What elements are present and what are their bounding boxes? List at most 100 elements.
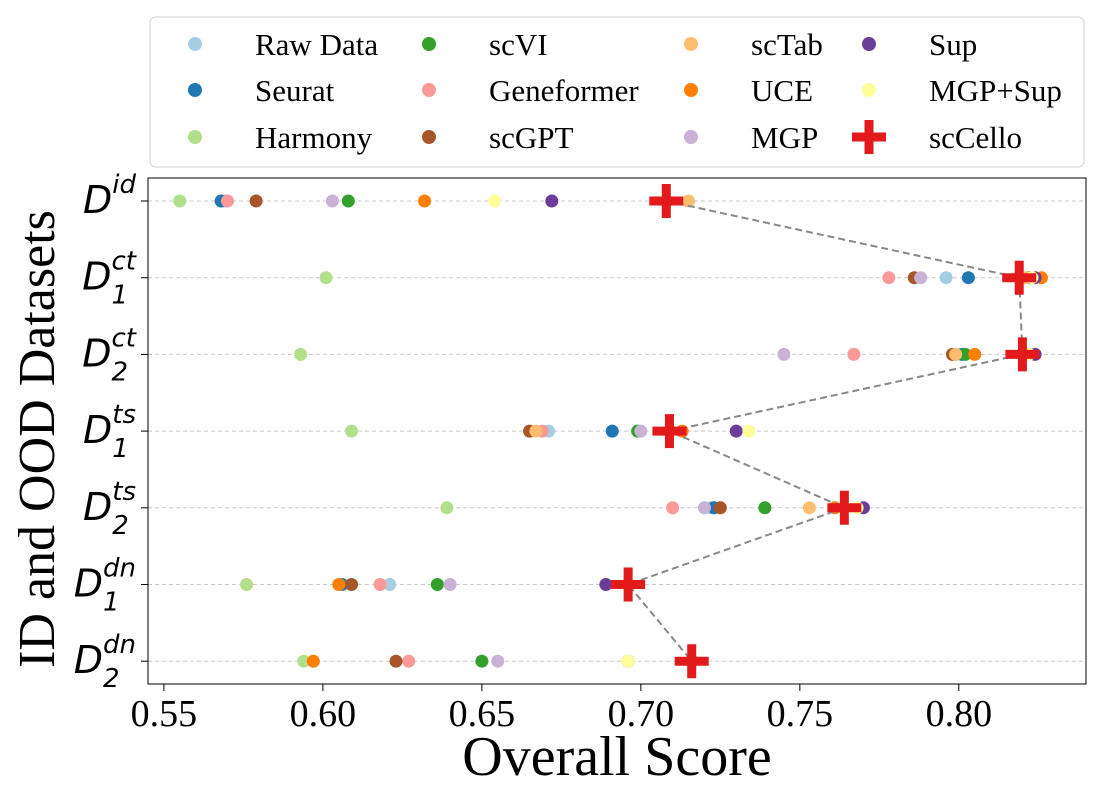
legend-item-uce: UCE bbox=[684, 73, 813, 108]
series-geneformer bbox=[220, 194, 896, 668]
y-tick-label-base: D bbox=[83, 485, 112, 529]
y-tick-label-sub: 2 bbox=[112, 511, 129, 541]
y-tick-label: Did bbox=[83, 170, 136, 222]
legend-item-geneformer: Geneformer bbox=[422, 73, 639, 108]
point-harmony bbox=[297, 654, 311, 668]
point-scgpt bbox=[389, 654, 403, 668]
point-mgp bbox=[325, 194, 339, 208]
point-scgpt bbox=[344, 578, 358, 591]
y-tick-label: Dts 2 bbox=[83, 477, 136, 541]
y-tick-label-sub: 1 bbox=[112, 281, 129, 311]
legend-item-sup: Sup bbox=[862, 27, 977, 62]
y-tick-label-sub: 1 bbox=[103, 588, 120, 618]
legend-label: MGP+Sup bbox=[929, 73, 1062, 108]
legend-label: scVI bbox=[489, 27, 548, 62]
point-uce bbox=[332, 578, 346, 591]
y-tick-label-base: D bbox=[74, 638, 103, 682]
point-sccello bbox=[1005, 337, 1040, 372]
y-tick-label-sup: ts bbox=[112, 477, 136, 507]
y-tick-label: Dts 1 bbox=[83, 400, 136, 464]
point-sccello bbox=[652, 414, 687, 449]
legend-marker bbox=[684, 83, 698, 97]
point-sccello bbox=[1002, 260, 1037, 295]
point-mgp bbox=[697, 501, 711, 515]
legend-label: MGP bbox=[751, 120, 818, 155]
legend-label: Raw Data bbox=[255, 27, 378, 62]
plot-marks bbox=[173, 184, 1048, 679]
point-sctab bbox=[682, 194, 696, 208]
y-tick-label: Dct 1 bbox=[82, 247, 137, 311]
legend-marker bbox=[422, 37, 436, 51]
point-harmony bbox=[294, 347, 308, 361]
x-tick-label: 0.75 bbox=[767, 693, 834, 735]
legend-box bbox=[149, 16, 1085, 168]
point-geneformer bbox=[847, 347, 861, 361]
legend-marker bbox=[862, 83, 876, 97]
legend-marker bbox=[862, 37, 876, 51]
point-harmony bbox=[440, 501, 454, 515]
legend-item-sccello: scCello bbox=[852, 120, 1022, 155]
x-tick-label: 0.60 bbox=[290, 693, 357, 735]
x-tick-label: 0.55 bbox=[131, 693, 198, 735]
point-scgpt bbox=[713, 501, 727, 515]
legend-item-sctab: scTab bbox=[684, 27, 823, 62]
point-mgp bbox=[443, 578, 457, 591]
point-scvi bbox=[341, 194, 355, 208]
legend-marker bbox=[684, 37, 698, 51]
legend-label: Seurat bbox=[255, 73, 335, 108]
point-uce bbox=[306, 654, 320, 668]
point-sup bbox=[729, 424, 743, 438]
y-tick-label-sup: ct bbox=[112, 247, 137, 277]
point-mgp bbox=[634, 424, 648, 438]
point-sctab bbox=[949, 347, 963, 361]
legend-marker bbox=[422, 130, 436, 144]
point-sctab bbox=[802, 501, 816, 515]
legend-label: scGPT bbox=[489, 120, 573, 155]
point-scgpt bbox=[249, 194, 263, 208]
y-tick-label-sub: 2 bbox=[103, 664, 120, 694]
series-seurat bbox=[214, 194, 975, 668]
y-tick-label-base: D bbox=[74, 562, 103, 606]
point-seurat bbox=[605, 424, 619, 438]
point-sctab bbox=[529, 424, 543, 438]
point-harmony bbox=[173, 194, 187, 208]
legend-marker bbox=[852, 120, 886, 154]
point-harmony bbox=[344, 424, 358, 438]
legend-marker bbox=[188, 83, 202, 97]
point-geneformer bbox=[220, 194, 234, 208]
point-harmony bbox=[240, 578, 254, 591]
point-mgp-sup bbox=[488, 194, 502, 208]
y-tick-label-base: D bbox=[83, 408, 112, 452]
legend-item-raw-data: Raw Data bbox=[188, 27, 378, 62]
legend-marker bbox=[684, 130, 698, 144]
y-tick-label: Ddn 2 bbox=[74, 630, 136, 694]
x-tick-label: 0.80 bbox=[926, 693, 993, 735]
series-sccello bbox=[611, 184, 1040, 679]
x-tick-label: 0.65 bbox=[449, 693, 516, 735]
y-tick-label-sup: dn bbox=[103, 554, 136, 584]
y-tick-label-base: D bbox=[82, 331, 111, 375]
y-tick-label-base: D bbox=[83, 178, 112, 222]
y-tick-label-sub: 2 bbox=[112, 357, 129, 387]
legend-marker bbox=[422, 83, 436, 97]
point-geneformer bbox=[882, 271, 896, 285]
legend-item-scvi: scVI bbox=[422, 27, 548, 62]
legend-item-mgp-sup: MGP+Sup bbox=[862, 73, 1062, 108]
point-sccello bbox=[649, 184, 684, 218]
legend-label: Geneformer bbox=[489, 73, 639, 108]
point-mgp bbox=[491, 654, 505, 668]
point-scvi bbox=[430, 578, 444, 591]
y-tick-label-sup: dn bbox=[103, 630, 136, 660]
point-mgp-sup bbox=[621, 654, 635, 668]
x-axis: 0.55 0.60 0.65 0.70 0.75 0.80 bbox=[131, 684, 992, 735]
legend-marker bbox=[188, 37, 202, 51]
point-sccello bbox=[611, 567, 646, 602]
point-scvi bbox=[758, 501, 772, 515]
y-tick-label-sub: 1 bbox=[112, 434, 129, 464]
point-geneformer bbox=[402, 654, 416, 668]
legend-item-harmony: Harmony bbox=[188, 120, 373, 155]
point-mgp bbox=[777, 347, 791, 361]
y-axis-label: ID and OOD Datasets bbox=[9, 210, 66, 668]
point-uce bbox=[418, 194, 432, 208]
